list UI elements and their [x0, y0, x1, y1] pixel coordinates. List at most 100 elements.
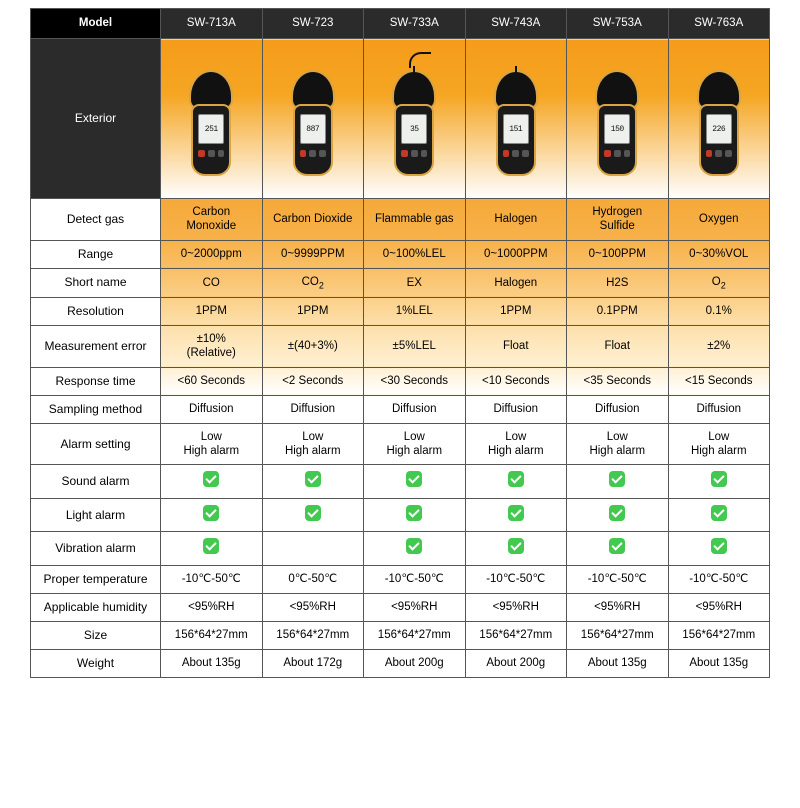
row-label: Measurement error: [31, 325, 161, 367]
cell: <95%RH: [567, 593, 669, 621]
cell: LowHigh alarm: [668, 423, 770, 465]
cell: [364, 532, 466, 565]
cell: [668, 465, 770, 498]
table-row: Short nameCOCO2EXHalogenH2SO2: [31, 268, 770, 297]
table-row: Applicable humidity<95%RH<95%RH<95%RH<95…: [31, 593, 770, 621]
cell-text: LowHigh alarm: [589, 431, 645, 457]
row-label: Applicable humidity: [31, 593, 161, 621]
cell-text: LowHigh alarm: [488, 431, 544, 457]
header-row: Model SW-713A SW-723 SW-733A SW-743A SW-…: [31, 9, 770, 39]
cell-text: ±5%LEL: [393, 340, 436, 352]
cell: [262, 532, 364, 565]
cell-text: LowHigh alarm: [285, 431, 341, 457]
cell: <60 Seconds: [161, 367, 263, 395]
device-icon: 151: [494, 70, 538, 176]
table-row: Measurement error±10%(Relative)±(40+3%)±…: [31, 325, 770, 367]
check-icon: [203, 471, 219, 487]
table-row: Proper temperature -10℃-50℃ 0℃-50℃ -10℃-50℃…: [31, 565, 770, 593]
row-label: Sound alarm: [31, 465, 161, 498]
cell: 0~100%LEL: [364, 240, 466, 268]
device-icon: 887: [291, 70, 335, 176]
exterior-cell-4: 150: [567, 39, 669, 199]
cell: -10℃-50℃: [567, 565, 669, 593]
cell: Flammable gas: [364, 199, 466, 241]
cell-text: Oxygen: [699, 213, 739, 225]
cell-text: Halogen: [494, 213, 537, 225]
table-row: Range0~2000ppm0~9999PPM0~100%LEL0~1000PP…: [31, 240, 770, 268]
cell: <95%RH: [262, 593, 364, 621]
device-body: 151: [496, 104, 536, 176]
cell: CO2: [262, 268, 364, 297]
cell-text: Halogen: [494, 277, 537, 289]
cell: -10℃-50℃: [465, 565, 567, 593]
cell: 0℃-50℃: [262, 565, 364, 593]
table-row: WeightAbout 135gAbout 172gAbout 200gAbou…: [31, 649, 770, 677]
probe-icon: [515, 66, 517, 82]
device-buttons: [503, 150, 529, 166]
device-screen: 151: [503, 114, 529, 144]
check-icon: [203, 505, 219, 521]
check-icon: [711, 471, 727, 487]
cell-text: ±(40+3%): [288, 340, 338, 352]
row-label: Weight: [31, 649, 161, 677]
model-col-5: SW-763A: [668, 9, 770, 39]
cell: <15 Seconds: [668, 367, 770, 395]
row-label: Resolution: [31, 297, 161, 325]
table-body: Exterior 25188735151150226 Detect gasCar…: [31, 39, 770, 678]
cell: CarbonMonoxide: [161, 199, 263, 241]
cell: About 172g: [262, 649, 364, 677]
cell: <95%RH: [668, 593, 770, 621]
check-icon: [508, 471, 524, 487]
cell: ±(40+3%): [262, 325, 364, 367]
cell: H2S: [567, 268, 669, 297]
cell-text: LowHigh alarm: [386, 431, 442, 457]
table-row: Resolution1PPM1PPM1%LEL1PPM0.1PPM0.1%: [31, 297, 770, 325]
cell: HydrogenSulfide: [567, 199, 669, 241]
model-col-3: SW-743A: [465, 9, 567, 39]
device-buttons: [706, 150, 732, 166]
comparison-table: Model SW-713A SW-723 SW-733A SW-743A SW-…: [30, 8, 770, 678]
check-icon: [609, 471, 625, 487]
cell-text: CarbonMonoxide: [186, 206, 236, 232]
cell: About 135g: [161, 649, 263, 677]
check-icon: [711, 538, 727, 554]
device-body: 150: [597, 104, 637, 176]
check-icon: [609, 538, 625, 554]
cell: Diffusion: [262, 395, 364, 423]
cell: About 200g: [364, 649, 466, 677]
cell: <95%RH: [161, 593, 263, 621]
cell: -10℃-50℃: [668, 565, 770, 593]
cell: 0~100PPM: [567, 240, 669, 268]
table-row: Vibration alarm: [31, 532, 770, 565]
device-body: 226: [699, 104, 739, 176]
row-label: Proper temperature: [31, 565, 161, 593]
cell: ±5%LEL: [364, 325, 466, 367]
check-icon: [406, 471, 422, 487]
device-icon: 35: [392, 70, 436, 176]
cell: About 135g: [668, 649, 770, 677]
cell: 156*64*27mm: [364, 621, 466, 649]
cell: [465, 465, 567, 498]
probe-icon: [413, 66, 415, 82]
check-icon: [508, 505, 524, 521]
row-label: Light alarm: [31, 498, 161, 531]
device-screen: 887: [300, 114, 326, 144]
cell: Oxygen: [668, 199, 770, 241]
cell: [465, 532, 567, 565]
device-icon: 251: [189, 70, 233, 176]
cell: 0~9999PPM: [262, 240, 364, 268]
device-body: 251: [191, 104, 231, 176]
cell: LowHigh alarm: [567, 423, 669, 465]
exterior-cell-5: 226: [668, 39, 770, 199]
cell-text: LowHigh alarm: [183, 431, 239, 457]
cell-text: CO: [203, 277, 220, 289]
check-icon: [711, 505, 727, 521]
table-row: Response time<60 Seconds<2 Seconds<30 Se…: [31, 367, 770, 395]
exterior-cell-1: 887: [262, 39, 364, 199]
cell: LowHigh alarm: [465, 423, 567, 465]
row-label: Response time: [31, 367, 161, 395]
cell: CO: [161, 268, 263, 297]
device-icon: 226: [697, 70, 741, 176]
cell: <95%RH: [364, 593, 466, 621]
table-row: Size156*64*27mm156*64*27mm156*64*27mm156…: [31, 621, 770, 649]
